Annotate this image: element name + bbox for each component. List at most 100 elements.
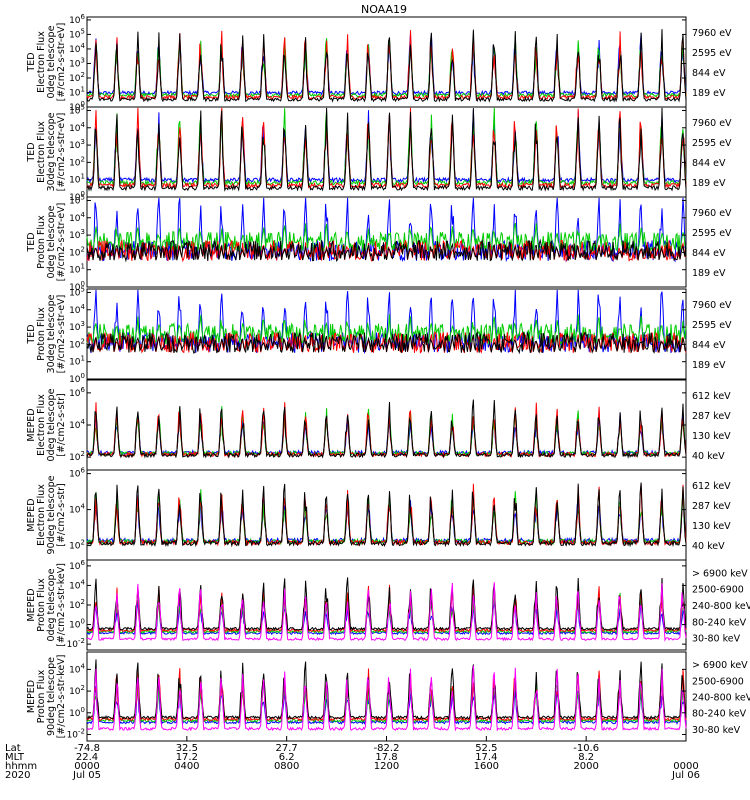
panel-3-ytick-exponent: 1: [81, 263, 85, 271]
panel-7-legend-3: 240-800 keV: [692, 601, 750, 612]
panel-7-ytick-label: 100: [69, 618, 85, 631]
panel-6-ylabel-line-3: 90deg telescope: [46, 475, 57, 554]
panel-1-ylabel-line-4: [#/cm2-s-str-eV]: [56, 23, 67, 102]
panel-6-ytick-exponent: 2: [81, 539, 85, 547]
panel-7-ytick-label: 104: [69, 578, 85, 591]
x-tick-label: 22.4: [76, 752, 98, 763]
panel-7-ylabel-line-1: MEPED: [26, 588, 37, 621]
panel-1-ytick-exponent: 4: [81, 42, 86, 50]
panel-7-ylabel-line-2: Proton Flux: [36, 578, 47, 632]
panel-4-ylabel-line-1: TED: [26, 324, 37, 344]
panel-5-ytick-label: 104: [69, 418, 85, 431]
panel-2-ytick-exponent: 4: [81, 121, 86, 129]
panel-3-legend-2: 2595 eV: [692, 228, 732, 239]
x-tick-label: 6.2: [279, 752, 295, 763]
panel-3-ytick-label: 102: [69, 245, 85, 258]
x-tick-label: 17.8: [375, 752, 397, 763]
panel-2-legend-3: 844 eV: [692, 158, 726, 169]
panel-1-trace-1: [86, 29, 687, 103]
x-tick-label: 0000: [673, 761, 698, 772]
panel-5-ytick-exponent: 2: [81, 450, 85, 458]
panel-7-ytick-exponent: 2: [81, 598, 85, 606]
panel-2-trace-1: [86, 107, 687, 192]
x-tick-label: 17.2: [176, 752, 198, 763]
panel-2-ytick-label: 103: [69, 138, 85, 151]
panel-6-ytick-exponent: 6: [81, 467, 86, 475]
panel-2-ytick-exponent: 1: [81, 173, 85, 181]
panel-4-ytick-exponent: 3: [81, 320, 85, 328]
panel-6-ylabel-line-1: MEPED: [26, 498, 37, 531]
panel-4-ytick-exponent: 2: [81, 337, 85, 345]
panel-1-ytick-label: 104: [69, 42, 85, 55]
panel-5-legend-2: 287 keV: [692, 411, 731, 422]
panel-2-ytick-exponent: 2: [81, 155, 85, 163]
panel-1-ylabel-line-2: Electron Flux: [36, 31, 47, 93]
panel-2-ytick-label: 101: [69, 173, 85, 186]
panel-4-ytick-label: 104: [69, 303, 85, 316]
panel-4-legend-1: 7960 eV: [692, 300, 732, 311]
panel-1-ylabel-line-1: TED: [26, 52, 37, 72]
panel-1-ytick-exponent: 1: [81, 85, 85, 93]
panel-6-frame: [86, 469, 687, 561]
panel-1-ylabel-line-3: 0deg telescope: [46, 25, 57, 98]
panel-5-ylabel-line-2: Electron Flux: [36, 394, 47, 456]
panel-7-legend-2: 2500-6900: [692, 585, 744, 596]
x-row-label-hhmm: hhmm: [5, 761, 37, 772]
panel-3-trace-3: [86, 222, 687, 255]
panel-1-legend-1: 7960 eV: [692, 28, 732, 39]
panel-3-ytick-exponent: 0: [81, 280, 85, 288]
x-tick-label: 8.2: [578, 752, 594, 763]
panel-8-ytick-exponent: 2: [81, 684, 85, 692]
panel-7-legend-5: 30-80 keV: [692, 634, 741, 645]
panel-6-ytick-label: 102: [69, 539, 85, 552]
panel-1-legend-2: 2595 eV: [692, 48, 732, 59]
panel-2-ytick-exponent: 0: [81, 190, 85, 198]
panel-7-ytick-label: 106: [69, 559, 85, 572]
panel-5-ylabel-line-4: [#/cm2-s-str]: [56, 393, 67, 456]
x-tick-label: -82.2: [374, 743, 400, 754]
panel-5-frame: [86, 379, 687, 471]
panel-5-legend-4: 40 keV: [692, 451, 725, 462]
panel-7-trace-1: [86, 582, 687, 642]
panel-7-legend-4: 80-240 keV: [692, 617, 747, 628]
panel-7-ytick-label: 102: [69, 598, 85, 611]
panel-5-ytick-label: 102: [69, 450, 85, 463]
panel-8-legend-1: > 6900 keV: [692, 660, 748, 671]
panel-8-ytick-exponent: 4: [81, 662, 86, 670]
panel-1-ytick-exponent: 3: [81, 56, 85, 64]
panel-4-ylabel-line-2: Proton Flux: [36, 307, 47, 361]
panel-2-legend-4: 189 eV: [692, 178, 726, 189]
panel-4-trace-3: [86, 314, 687, 346]
panel-3-ylabel-line-1: TED: [26, 232, 37, 252]
panel-3-ytick-exponent: 4: [81, 211, 86, 219]
panel-2-ytick-exponent: 3: [81, 138, 85, 146]
panel-8-legend-3: 240-800 keV: [692, 693, 750, 704]
panel-4-ytick-exponent: 5: [81, 285, 85, 293]
panel-8-ylabel-line-4: [#/cm2-s-str-keV]: [56, 655, 67, 739]
panel-4-ytick-label: 103: [69, 320, 85, 333]
panel-4-ytick-label: 101: [69, 355, 85, 368]
x-row-label-2020: 2020: [5, 770, 30, 781]
x-row-label-lat: Lat: [5, 743, 21, 754]
panel-3-frame: [86, 196, 687, 288]
panel-7-trace-2: [86, 577, 687, 632]
panel-5-legend-3: 130 keV: [692, 431, 731, 442]
x-tick-label: 1600: [474, 761, 499, 772]
panel-8-ylabel-line-2: Proton Flux: [36, 669, 47, 723]
panel-6-legend-4: 40 keV: [692, 541, 725, 552]
panel-8-legend-2: 2500-6900: [692, 676, 744, 687]
x-tick-label: -10.6: [573, 743, 599, 754]
x-tick-label: 0800: [274, 761, 299, 772]
panel-1-ytick-label: 103: [69, 56, 85, 69]
x-tick-label: 0400: [174, 761, 199, 772]
panel-4-ytick-exponent: 4: [81, 303, 86, 311]
panel-5-ytick-label: 106: [69, 386, 85, 399]
panel-6-legend-1: 612 keV: [692, 481, 731, 492]
panel-1-ytick-label: 106: [69, 13, 85, 26]
x-tick-label: 17.4: [475, 752, 497, 763]
panel-4-legend-3: 844 eV: [692, 340, 726, 351]
panel-7-ytick-exponent: -2: [78, 637, 85, 645]
panel-1-ytick-exponent: 5: [81, 27, 85, 35]
panel-1-legend-3: 844 eV: [692, 68, 726, 79]
